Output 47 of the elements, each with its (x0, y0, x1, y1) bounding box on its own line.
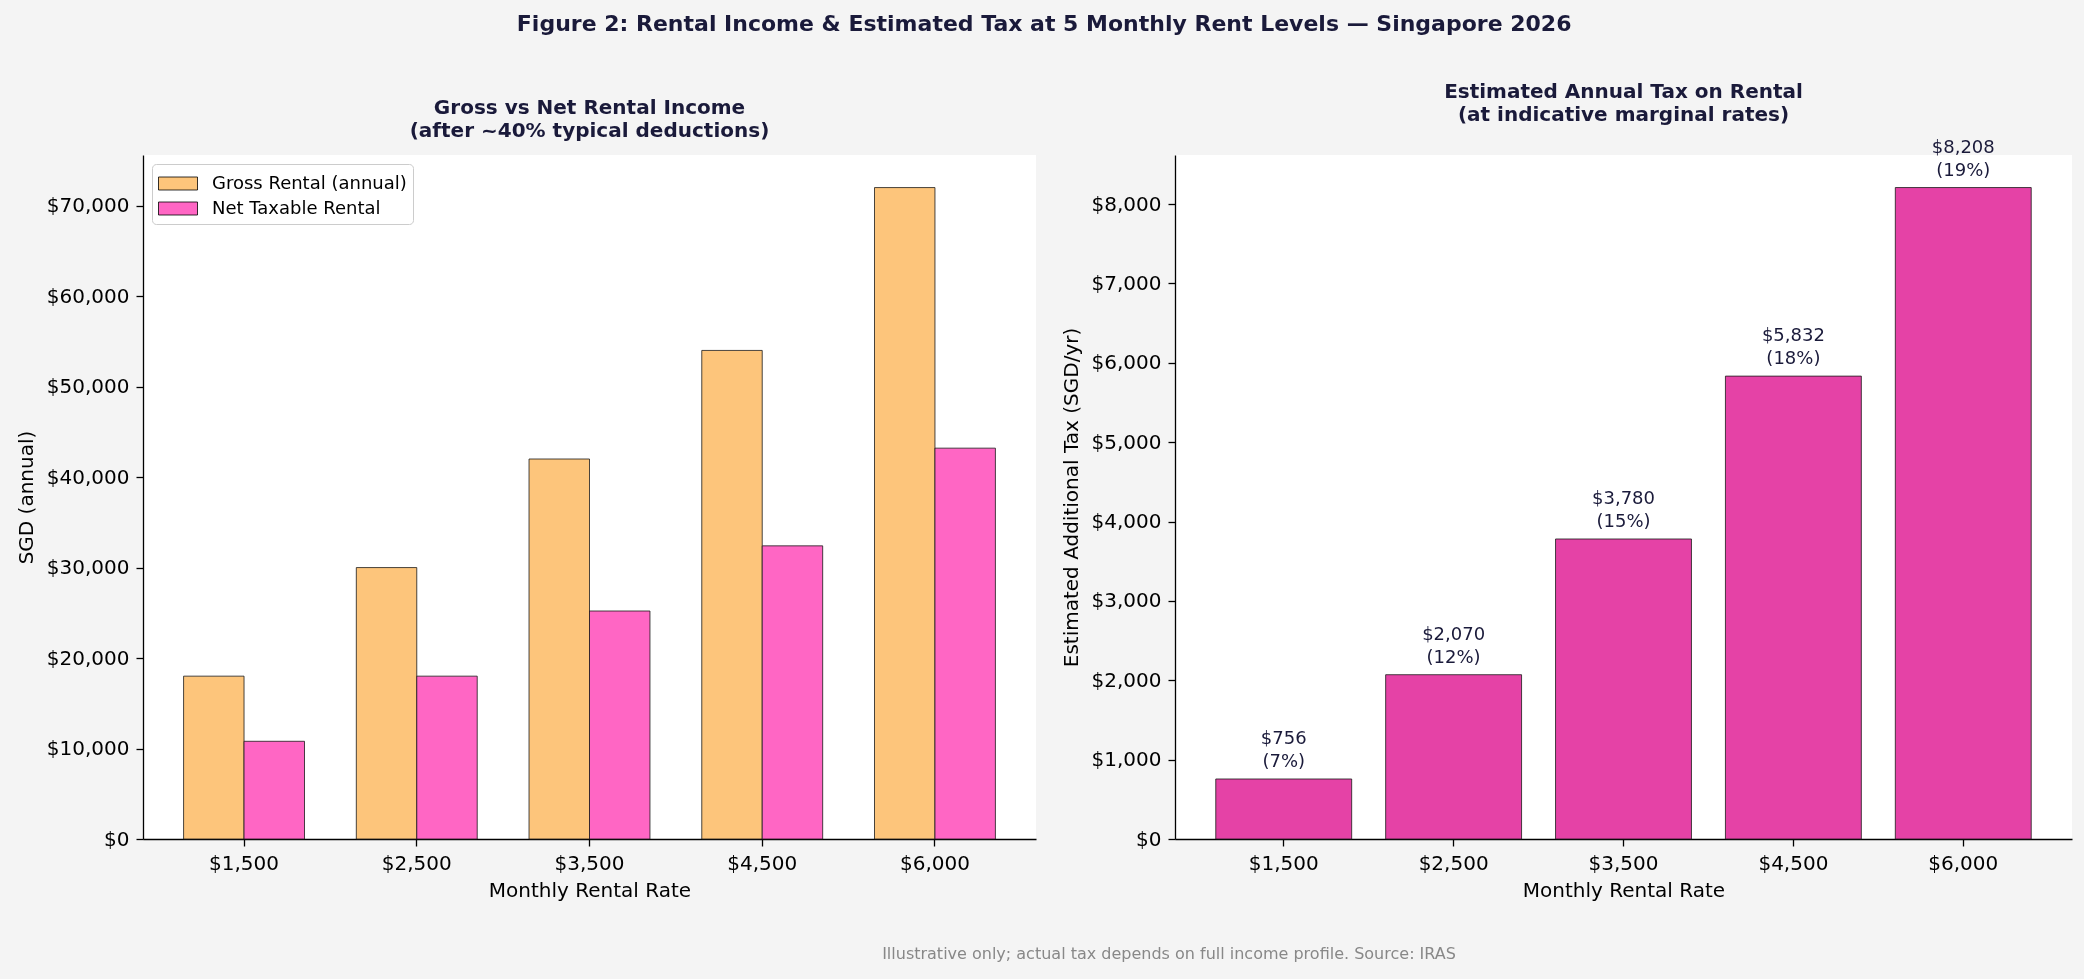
data-label: $2,070 (12%) (1422, 622, 1486, 667)
x-tick-label: $4,500 (1758, 850, 1829, 875)
legend-label: Gross Rental (annual) (212, 171, 407, 193)
x-tick-label: $6,000 (899, 850, 970, 875)
data-label: $3,780 (15%) (1592, 486, 1655, 531)
y-tick-label: $70,000 (46, 193, 130, 218)
y-tick-label: $30,000 (46, 555, 130, 580)
chart-title: Gross vs Net Rental Income (after ~40% typical deductions) (409, 95, 770, 142)
y-tick-label: $5,000 (1091, 429, 1162, 454)
y-tick-label: $2,000 (1091, 667, 1162, 692)
bar (1894, 187, 2032, 840)
bar (1215, 778, 1353, 840)
y-tick-label: $0 (1136, 826, 1162, 851)
bar (1555, 538, 1692, 840)
data-label: $756 (7%) (1260, 727, 1307, 771)
x-axis-title: Monthly Rental Rate (1522, 877, 1726, 902)
y-tick-label: $60,000 (46, 283, 130, 308)
y-tick-label: $40,000 (46, 464, 130, 489)
y-tick-label: $4,000 (1091, 509, 1162, 534)
data-label: $5,832 (18%) (1761, 324, 1825, 369)
x-tick-label: $6,000 (1928, 850, 1999, 875)
y-axis-title: Estimated Additional Tax (SGD/yr) (1058, 327, 1083, 668)
x-tick-label: $3,500 (554, 850, 625, 875)
x-tick-label: $1,500 (1248, 850, 1319, 875)
bar (1385, 674, 1522, 840)
x-axis-title: Monthly Rental Rate (488, 877, 692, 902)
y-tick-label: $1,000 (1091, 747, 1162, 772)
y-tick-label: $50,000 (46, 374, 130, 399)
data-label: $8,208 (19%) (1931, 135, 1995, 180)
x-tick-label: $2,500 (381, 850, 452, 875)
y-tick-label: $10,000 (46, 736, 130, 761)
y-axis-title: SGD (annual) (13, 430, 38, 565)
legend-label: Net Taxable Rental (212, 196, 381, 218)
x-tick-label: $4,500 (727, 850, 798, 875)
y-tick-label: $3,000 (1091, 588, 1162, 613)
bar (1725, 375, 1862, 840)
x-tick-label: $2,500 (1418, 850, 1489, 875)
y-tick-label: $6,000 (1091, 350, 1162, 375)
y-tick-label: $20,000 (46, 645, 130, 670)
text: Illustrative only; actual tax depends on full income profile. Source: IRAS (882, 944, 1456, 963)
text: Figure 2: Rental Income & Estimated Tax at 5 Monthly Rent Levels — Singapore 2026 (516, 10, 1572, 36)
y-tick-label: $8,000 (1091, 191, 1162, 216)
y-tick-label: $0 (104, 826, 130, 851)
y-tick-label: $7,000 (1091, 270, 1162, 295)
x-tick-label: $1,500 (209, 850, 280, 875)
x-tick-label: $3,500 (1588, 850, 1659, 875)
chart-title: Estimated Annual Tax on Rental (at indicative marginal rates) (1444, 78, 1803, 126)
